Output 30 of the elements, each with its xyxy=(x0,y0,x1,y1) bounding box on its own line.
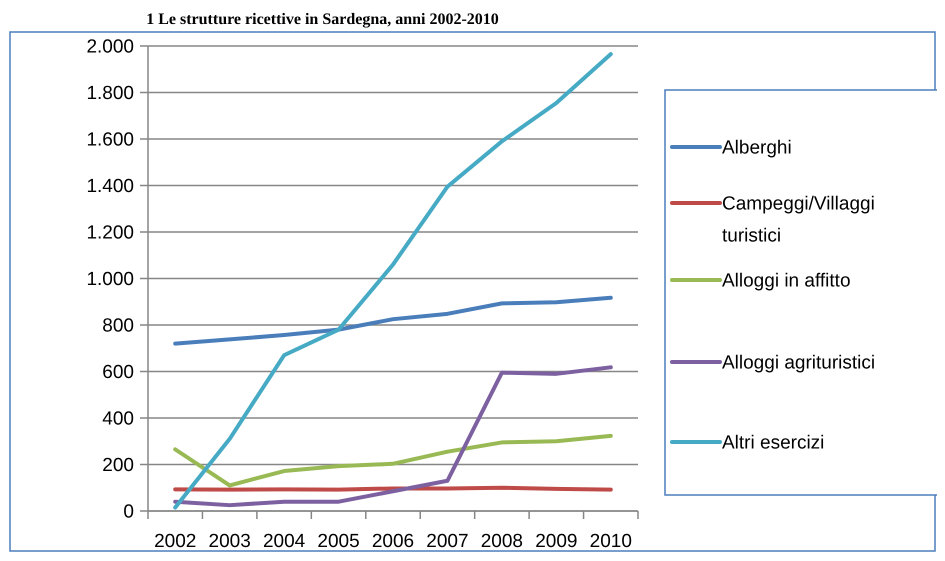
y-tick-label: 1.200 xyxy=(86,222,134,244)
line-series xyxy=(173,434,613,488)
x-tick-label: 2005 xyxy=(317,531,360,552)
line-series xyxy=(173,296,613,346)
x-tick-label: 2003 xyxy=(208,531,251,552)
y-tick-label: 200 xyxy=(102,455,134,476)
y-tick-label: 1.600 xyxy=(86,130,134,151)
y-tick-label: 1.000 xyxy=(86,269,134,290)
legend-label: Altri esercizi xyxy=(722,432,824,454)
x-tick-label: 2006 xyxy=(372,531,414,552)
line-series xyxy=(173,365,613,508)
x-tick-label: 2010 xyxy=(590,531,632,552)
y-tick-label: 600 xyxy=(102,362,134,384)
y-tick-label: 1.800 xyxy=(86,83,134,104)
y-tick-label: 800 xyxy=(102,316,134,337)
x-tick-label: 2009 xyxy=(535,531,578,552)
x-tick-label: 2004 xyxy=(262,531,306,552)
y-tick-label: 1.400 xyxy=(86,176,134,198)
x-tick-label: 2008 xyxy=(480,531,524,552)
y-tick-label: 2.000 xyxy=(86,36,134,58)
legend-label: Alloggi in affitto xyxy=(722,270,851,292)
legend-label: Campeggi/Villaggi turistici xyxy=(722,194,875,247)
x-tick-label: 2002 xyxy=(154,531,196,552)
y-tick-label: 400 xyxy=(102,408,134,430)
y-tick-label: 0 xyxy=(123,502,134,523)
line-series xyxy=(173,52,613,510)
chart-title: 1 Le strutture ricettive in Sardegna, anni 2002-2010 xyxy=(146,11,499,28)
legend-label: Alberghi xyxy=(722,138,792,159)
x-tick-label: 2007 xyxy=(426,531,469,552)
legend-label: Alloggi agrituristici xyxy=(722,352,876,374)
